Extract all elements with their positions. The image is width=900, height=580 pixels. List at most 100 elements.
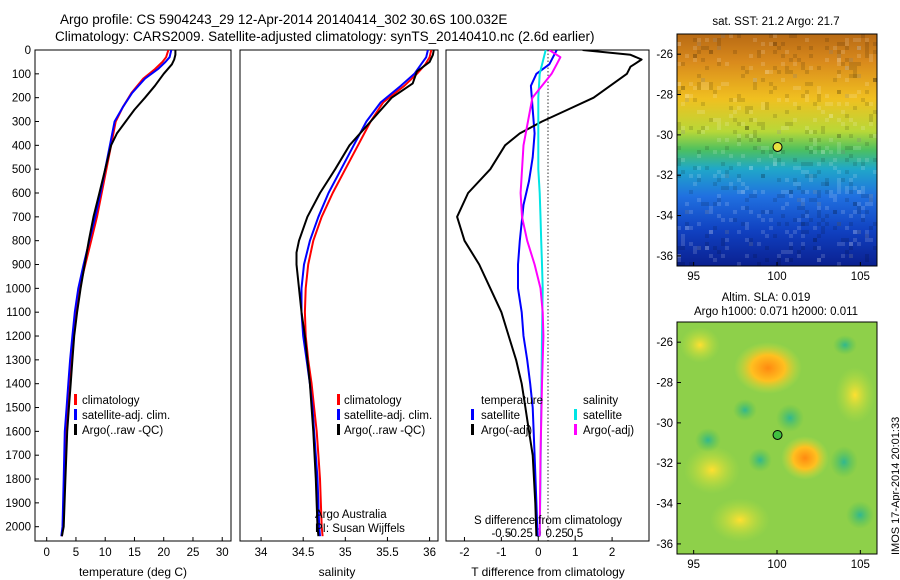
sst-pixel bbox=[733, 210, 737, 214]
sst-pixel bbox=[845, 66, 849, 70]
sst-pixel bbox=[801, 206, 805, 210]
sst-pixel bbox=[749, 210, 753, 214]
sst-pixel bbox=[761, 174, 765, 178]
sst-pixel bbox=[761, 50, 765, 54]
sst-pixel bbox=[769, 150, 773, 154]
salinity-profiles bbox=[295, 50, 435, 537]
temperature-legend: climatology satellite-adj. clim. Argo(..… bbox=[74, 394, 170, 437]
sst-pixel bbox=[817, 90, 821, 94]
sst-pixel bbox=[701, 46, 705, 50]
sst-pixel bbox=[825, 182, 829, 186]
sst-pixel bbox=[817, 202, 821, 206]
sst-map-title: sat. SST: 21.2 Argo: 21.7 bbox=[712, 16, 839, 28]
sst-pixel bbox=[749, 54, 753, 58]
sst-pixel bbox=[861, 98, 865, 102]
sst-pixel bbox=[849, 118, 853, 122]
series-line bbox=[519, 50, 562, 537]
sst-pixel bbox=[869, 118, 873, 122]
sst-pixel bbox=[825, 146, 829, 150]
sst-pixel bbox=[725, 82, 729, 86]
sst-pixel bbox=[781, 150, 785, 154]
sst-pixel bbox=[677, 82, 681, 86]
sst-pixel bbox=[737, 122, 741, 126]
s-difference-label: S difference from climatology bbox=[474, 515, 622, 527]
sla-cool-feature bbox=[776, 404, 804, 432]
sst-pixel bbox=[737, 34, 741, 38]
sst-pixel bbox=[693, 86, 697, 90]
sst-pixel bbox=[761, 102, 765, 106]
sst-pixel bbox=[689, 174, 693, 178]
sst-pixel bbox=[705, 126, 709, 130]
sst-pixel bbox=[821, 158, 825, 162]
sst-pixel bbox=[785, 202, 789, 206]
sst-pixel bbox=[841, 178, 845, 182]
legend-swatch-satellite-adj bbox=[337, 409, 340, 420]
sst-pixel bbox=[757, 54, 761, 58]
sst-pixel bbox=[857, 54, 861, 58]
sst-pixel bbox=[753, 86, 757, 90]
difference-panel: -2 -1 0 1 2 -0.5-0.25 0 0.25 0.5 temperature sa… bbox=[445, 49, 650, 579]
sst-pixel bbox=[865, 46, 869, 50]
sst-pixel bbox=[741, 190, 745, 194]
sst-pixel bbox=[857, 146, 861, 150]
sst-pixel bbox=[817, 98, 821, 102]
sst-pixel bbox=[861, 34, 865, 38]
sst-pixel bbox=[721, 186, 725, 190]
sst-pixel bbox=[681, 238, 685, 242]
sst-pixel bbox=[753, 78, 757, 82]
sla-cool-feature bbox=[830, 446, 858, 478]
y-tick-label: 1200 bbox=[5, 331, 31, 343]
sst-pixel bbox=[681, 102, 685, 106]
y-tick-label: 1700 bbox=[5, 450, 31, 462]
sst-pixel bbox=[689, 94, 693, 98]
sst-pixel bbox=[817, 258, 821, 262]
y-tick-label: 0 bbox=[25, 45, 31, 57]
sst-pixel bbox=[849, 74, 853, 78]
sst-pixel bbox=[677, 174, 681, 178]
sst-pixel bbox=[801, 242, 805, 246]
sst-pixel bbox=[865, 234, 869, 238]
sst-pixel bbox=[837, 58, 841, 62]
sst-pixel bbox=[837, 142, 841, 146]
sst-pixel bbox=[701, 202, 705, 206]
sst-pixel bbox=[745, 198, 749, 202]
sst-pixel bbox=[693, 38, 697, 42]
sla-warm-feature bbox=[835, 367, 875, 423]
sst-pixel bbox=[713, 90, 717, 94]
sla-map: Altim. SLA: 0.019 Argo h1000: 0.071 h200… bbox=[656, 292, 878, 571]
sst-pixel bbox=[777, 258, 781, 262]
sst-pixel bbox=[873, 246, 877, 250]
sst-pixel bbox=[765, 102, 769, 106]
sst-pixel bbox=[745, 222, 749, 226]
sst-pixel bbox=[737, 98, 741, 102]
x-tick-label: -2 bbox=[459, 547, 469, 559]
sst-pixel bbox=[713, 38, 717, 42]
sst-pixel bbox=[745, 206, 749, 210]
sst-pixel bbox=[693, 246, 697, 250]
sst-pixel bbox=[725, 238, 729, 242]
sst-pixel bbox=[845, 114, 849, 118]
sst-pixel bbox=[769, 226, 773, 230]
sst-pixel bbox=[857, 202, 861, 206]
sst-pixel bbox=[773, 162, 777, 166]
sst-pixel bbox=[865, 238, 869, 242]
sst-pixel bbox=[873, 78, 877, 82]
sst-pixel bbox=[733, 130, 737, 134]
sst-pixel bbox=[777, 222, 781, 226]
series-line bbox=[60, 50, 173, 537]
sst-pixel bbox=[817, 214, 821, 218]
sst-pixel bbox=[825, 222, 829, 226]
x-tick-label: 34.5 bbox=[292, 547, 314, 559]
sst-pixel bbox=[853, 146, 857, 150]
sst-pixel bbox=[797, 226, 801, 230]
sst-pixel bbox=[785, 250, 789, 254]
sst-pixel bbox=[777, 262, 781, 266]
sst-pixel bbox=[813, 118, 817, 122]
sst-pixel bbox=[717, 118, 721, 122]
sst-pixel bbox=[681, 158, 685, 162]
sst-pixel bbox=[765, 210, 769, 214]
sst-pixel bbox=[677, 162, 681, 166]
sst-pixel bbox=[769, 82, 773, 86]
sst-pixel bbox=[689, 126, 693, 130]
sst-pixel bbox=[801, 202, 805, 206]
